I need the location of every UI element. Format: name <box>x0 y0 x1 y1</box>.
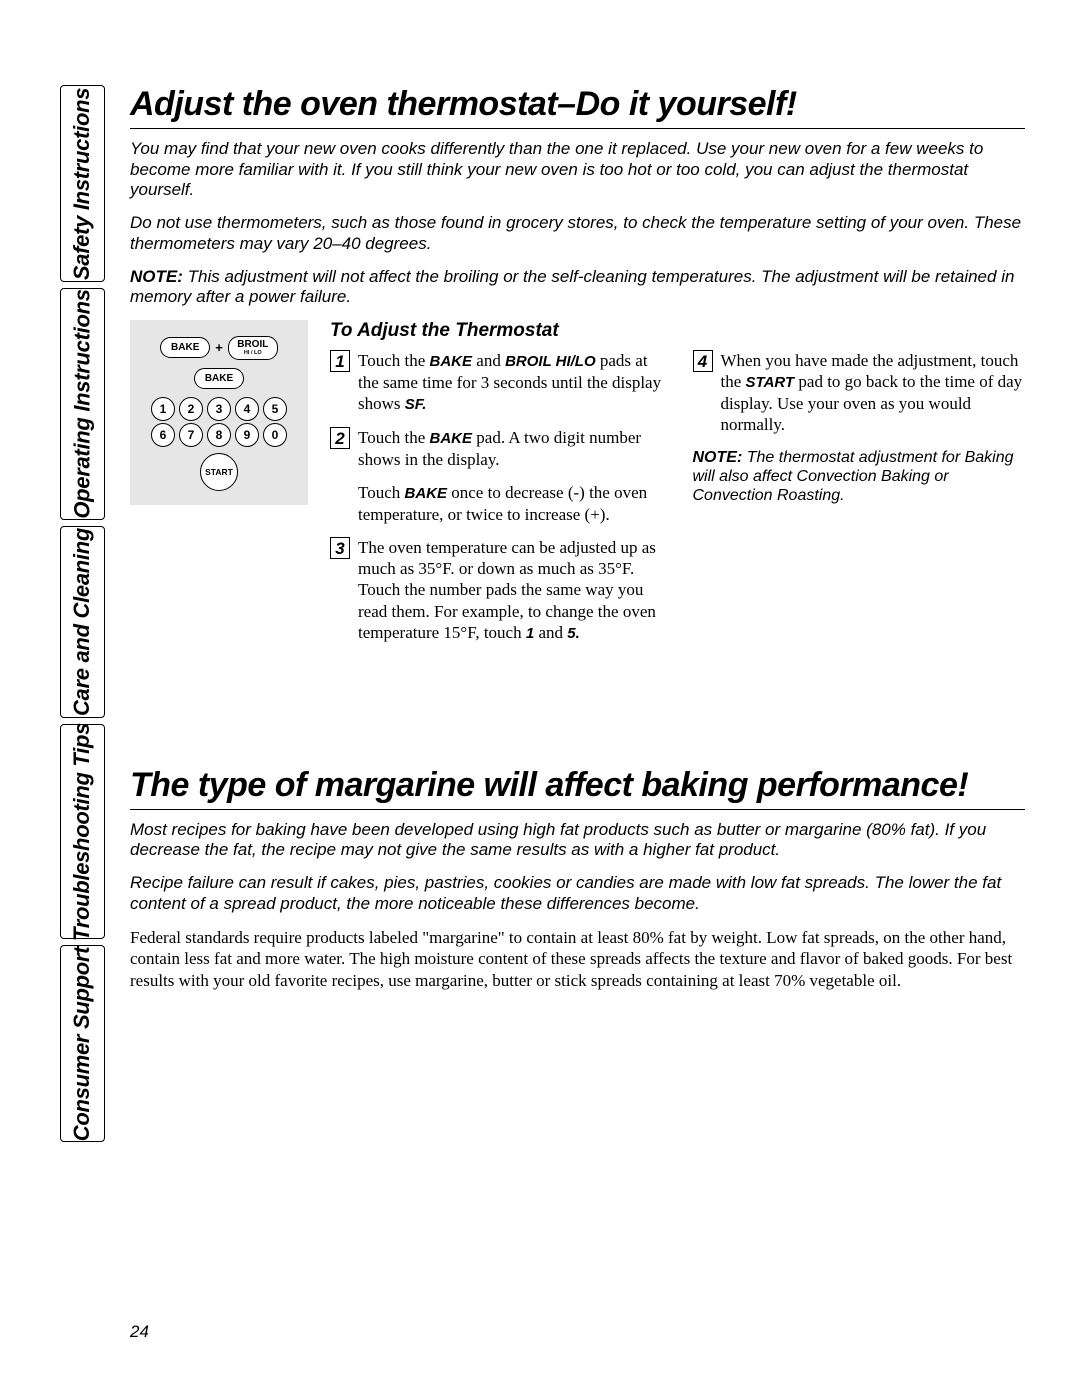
side-tab-safety[interactable]: Safety Instructions <box>60 85 105 282</box>
page: Safety Instructions Operating Instructio… <box>0 0 1080 1397</box>
intro-para: Most recipes for baking have been develo… <box>130 820 1025 861</box>
section-gap <box>130 656 1025 766</box>
side-tab-label: Troubleshooting Tips <box>70 722 96 940</box>
step-number: 2 <box>330 427 350 449</box>
digit-button-icon: 3 <box>207 397 231 421</box>
side-tab-label: Safety Instructions <box>70 87 96 279</box>
intro-note: NOTE: This adjustment will not affect th… <box>130 267 1025 308</box>
main-content: Adjust the oven thermostat–Do it yoursel… <box>130 85 1025 992</box>
side-tab-troubleshooting[interactable]: Troubleshooting Tips <box>60 724 105 939</box>
side-tab-label: Operating Instructions <box>70 289 96 518</box>
intro-para: You may find that your new oven cooks di… <box>130 139 1025 201</box>
thermostat-block: BAKE + BROIL HI / LO BAKE 1 2 3 4 5 <box>130 320 1025 656</box>
digit-button-icon: 0 <box>263 423 287 447</box>
step-2-extra: Touch BAKE once to decrease (-) the oven… <box>330 482 663 525</box>
side-tabs: Safety Instructions Operating Instructio… <box>60 85 105 1148</box>
section1-intro: You may find that your new oven cooks di… <box>130 139 1025 308</box>
keypad-row-bake2: BAKE <box>140 368 298 389</box>
side-tab-label: Consumer Support <box>70 946 96 1140</box>
rule <box>130 809 1025 810</box>
plus-icon: + <box>215 340 223 355</box>
digit-button-icon: 6 <box>151 423 175 447</box>
step-number: 1 <box>330 350 350 372</box>
right-note-text: NOTE: The thermostat adjustment for Baki… <box>693 448 1026 506</box>
digit-button-icon: 9 <box>235 423 259 447</box>
keypad-digits-row2: 6 7 8 9 0 <box>140 423 298 447</box>
section2-body: Federal standards require products label… <box>130 927 1025 992</box>
digit-button-icon: 4 <box>235 397 259 421</box>
note-prefix: NOTE: <box>130 267 183 286</box>
step-2: 2 Touch the BAKE pad. A two digit number… <box>330 427 663 470</box>
step-text: Touch the BAKE pad. A two digit number s… <box>358 427 663 470</box>
intro-para: Recipe failure can result if cakes, pies… <box>130 873 1025 914</box>
section2-title: The type of margarine will affect baking… <box>130 766 1025 805</box>
bake-button-icon: BAKE <box>160 337 210 358</box>
step-number: 3 <box>330 537 350 559</box>
side-tab-label: Care and Cleaning <box>70 528 96 716</box>
side-tab-care[interactable]: Care and Cleaning <box>60 526 105 718</box>
steps-col-right: 4 When you have made the adjustment, tou… <box>693 350 1026 656</box>
broil-label: BROIL <box>237 339 268 350</box>
note-body: This adjustment will not affect the broi… <box>130 267 1014 307</box>
digit-button-icon: 2 <box>179 397 203 421</box>
broil-sub: HI / LO <box>234 351 272 357</box>
digit-button-icon: 5 <box>263 397 287 421</box>
bake2-button-icon: BAKE <box>194 368 244 389</box>
step-1: 1 Touch the BAKE and BROIL HI/LO pads at… <box>330 350 663 415</box>
side-tab-consumer[interactable]: Consumer Support <box>60 945 105 1142</box>
page-number: 24 <box>130 1322 149 1342</box>
step-number: 4 <box>693 350 713 372</box>
step-4: 4 When you have made the adjustment, tou… <box>693 350 1026 436</box>
right-note: NOTE: The thermostat adjustment for Baki… <box>693 448 1026 506</box>
steps-columns: 1 Touch the BAKE and BROIL HI/LO pads at… <box>330 350 1025 656</box>
steps-col-left: 1 Touch the BAKE and BROIL HI/LO pads at… <box>330 350 663 656</box>
sub-heading: To Adjust the Thermostat <box>330 320 1025 342</box>
digit-button-icon: 8 <box>207 423 231 447</box>
section1-title: Adjust the oven thermostat–Do it yoursel… <box>130 85 1025 124</box>
keypad-row-top: BAKE + BROIL HI / LO <box>140 336 298 360</box>
start-button-icon: START <box>200 453 238 491</box>
digit-button-icon: 1 <box>151 397 175 421</box>
step-text: Touch BAKE once to decrease (-) the oven… <box>358 482 663 525</box>
section2-intro: Most recipes for baking have been develo… <box>130 820 1025 915</box>
keypad-diagram: BAKE + BROIL HI / LO BAKE 1 2 3 4 5 <box>130 320 308 505</box>
step-text: Touch the BAKE and BROIL HI/LO pads at t… <box>358 350 663 415</box>
side-tab-operating[interactable]: Operating Instructions <box>60 288 105 520</box>
broil-button-icon: BROIL HI / LO <box>228 336 278 360</box>
rule <box>130 128 1025 129</box>
step-3: 3 The oven temperature can be adjusted u… <box>330 537 663 644</box>
intro-para: Do not use thermometers, such as those f… <box>130 213 1025 254</box>
digit-button-icon: 7 <box>179 423 203 447</box>
keypad-digits-row1: 1 2 3 4 5 <box>140 397 298 421</box>
step-text: When you have made the adjustment, touch… <box>721 350 1026 436</box>
step-text: The oven temperature can be adjusted up … <box>358 537 663 644</box>
thermostat-instructions: To Adjust the Thermostat 1 Touch the BAK… <box>330 320 1025 656</box>
